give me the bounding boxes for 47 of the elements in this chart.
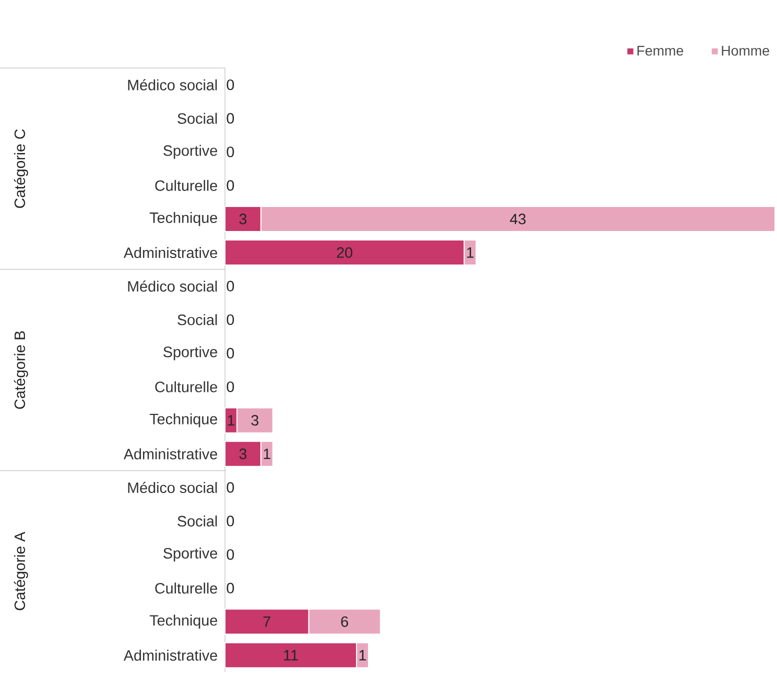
data-label: 6 bbox=[341, 616, 348, 627]
y-tick-label: Administrative bbox=[124, 247, 218, 258]
data-label: 3 bbox=[239, 448, 246, 460]
data-label: 0 bbox=[226, 582, 234, 594]
y-tick-label: Technique bbox=[150, 212, 218, 226]
legend-label: Femme bbox=[637, 46, 684, 56]
data-label: 43 bbox=[510, 214, 526, 224]
data-label: 0 bbox=[226, 549, 234, 560]
y-tick-label: Sportive bbox=[163, 548, 218, 562]
data-label: 0 bbox=[226, 482, 234, 493]
data-label: 0 bbox=[226, 113, 234, 124]
data-label: 3 bbox=[251, 415, 258, 426]
data-label: 0 bbox=[226, 280, 234, 292]
y-tick-label: Médico social bbox=[128, 280, 217, 292]
data-label: 7 bbox=[263, 616, 270, 627]
text: Catégorie C bbox=[14, 129, 28, 208]
data-label: 0 bbox=[226, 180, 234, 191]
data-label: 1 bbox=[228, 415, 234, 426]
y-tick-label: Culturelle bbox=[155, 381, 218, 392]
text: Catégorie A bbox=[14, 532, 28, 610]
data-label: 11 bbox=[284, 650, 298, 660]
data-label: 0 bbox=[226, 146, 234, 158]
data-label: 0 bbox=[226, 516, 234, 526]
data-label: 0 bbox=[226, 381, 234, 392]
data-label: 1 bbox=[359, 650, 366, 660]
y-tick-label: Sportive bbox=[163, 346, 218, 360]
y-tick-label: Administrative bbox=[124, 650, 218, 661]
y-tick-label: Technique bbox=[150, 413, 218, 428]
data-label: 0 bbox=[226, 348, 234, 359]
y-tick-label: Social bbox=[178, 314, 217, 326]
data-label: 20 bbox=[336, 247, 352, 258]
y-tick-label: Culturelle bbox=[155, 582, 218, 594]
data-label: 3 bbox=[239, 214, 246, 224]
y-tick-label: Administrative bbox=[124, 448, 218, 460]
data-label: 1 bbox=[264, 448, 270, 460]
y-tick-label: Culturelle bbox=[155, 180, 218, 191]
data-label: 0 bbox=[226, 79, 234, 90]
data-label: 1 bbox=[467, 247, 474, 258]
legend-label: Homme bbox=[722, 46, 770, 56]
y-tick-label: Social bbox=[178, 112, 217, 124]
y-tick-label: Sportive bbox=[163, 144, 218, 159]
data-label: 0 bbox=[226, 314, 234, 325]
y-tick-label: Médico social bbox=[128, 482, 217, 494]
y-tick-label: Médico social bbox=[128, 79, 217, 90]
y-tick-label: Social bbox=[178, 515, 217, 526]
text: Catégorie B bbox=[14, 331, 28, 409]
y-tick-label: Technique bbox=[150, 614, 218, 629]
